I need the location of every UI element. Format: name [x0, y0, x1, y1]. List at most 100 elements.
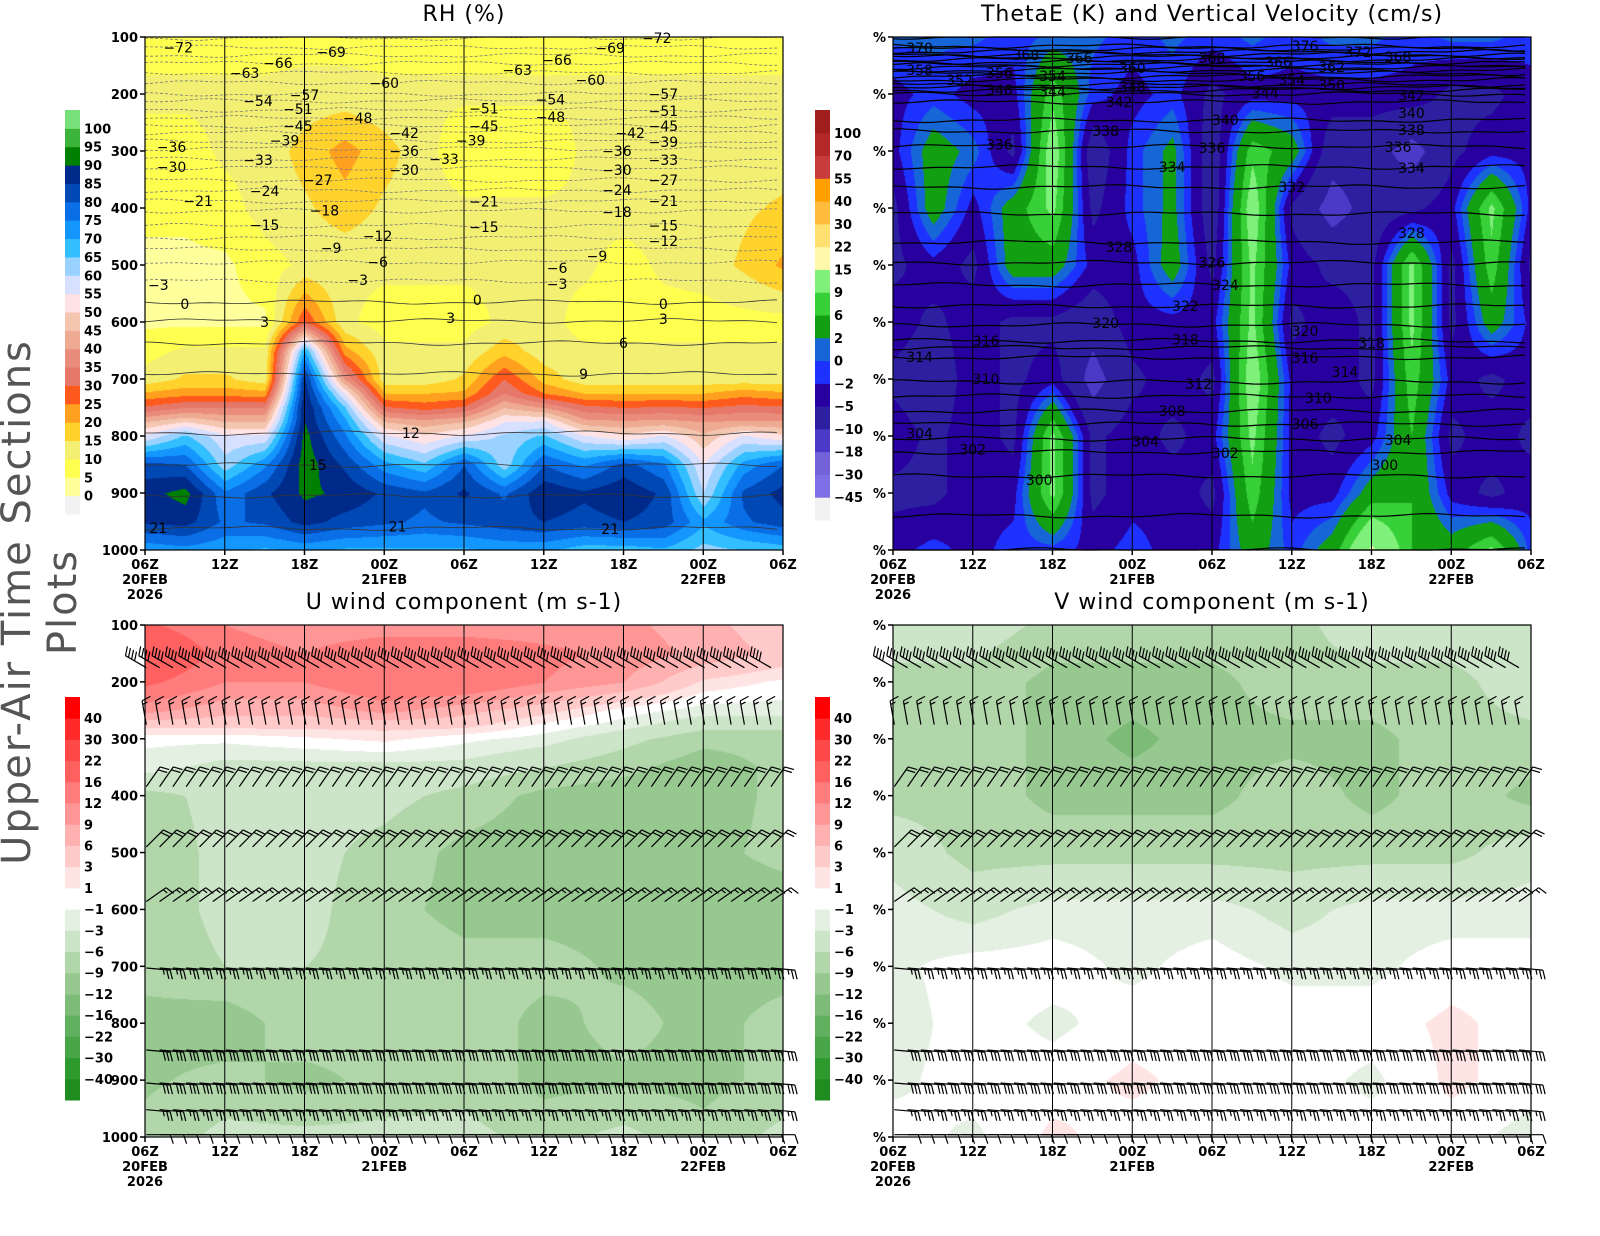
v-wind-title: V wind component (m s-1) — [1054, 590, 1370, 615]
colorbar-swatch — [815, 1036, 830, 1059]
y-tick-label: % — [873, 430, 886, 445]
colorbar-label: −16 — [84, 1009, 113, 1024]
x-date-label: 22FEB — [1428, 1160, 1474, 1175]
x-tick-label: 00Z — [1118, 558, 1146, 573]
u-wind-title: U wind component (m s-1) — [305, 590, 623, 615]
colorbar-swatch — [815, 155, 830, 179]
x-tick-label: 00Z — [1118, 1145, 1146, 1160]
y-tick-label: % — [873, 619, 886, 634]
x-date-label: 21FEB — [361, 1160, 407, 1175]
x-tick-label: 06Z — [131, 558, 159, 573]
colorbar-label: 3 — [834, 861, 843, 876]
colorbar-swatch — [815, 246, 830, 270]
x-date-label: 21FEB — [1109, 573, 1155, 588]
colorbar-label: 60 — [84, 269, 102, 284]
colorbar-swatch — [815, 451, 830, 475]
colorbar-label: −6 — [834, 946, 854, 961]
colorbar-swatch — [815, 1015, 830, 1037]
colorbar-swatch — [65, 1036, 80, 1059]
colorbar-label: 45 — [84, 324, 102, 339]
colorbar-swatch — [815, 697, 830, 719]
colorbar-label: 12 — [834, 797, 852, 812]
x-date-label: 20FEB — [122, 1160, 168, 1175]
colorbar-label: 80 — [84, 196, 102, 211]
colorbar-label: −5 — [834, 400, 854, 415]
colorbar-swatch — [65, 972, 80, 995]
colorbar-label: −16 — [834, 1009, 863, 1024]
colorbar-label: 6 — [834, 309, 843, 324]
colorbar-label: 0 — [84, 490, 93, 505]
colorbar-swatch — [65, 909, 80, 931]
colorbar-label: −40 — [84, 1073, 113, 1088]
x-tick-label: 06Z — [1517, 1145, 1545, 1160]
colorbar-label: −40 — [834, 1073, 863, 1088]
y-tick-label: % — [873, 31, 886, 46]
y-tick-label: % — [873, 790, 886, 805]
y-tick-label: % — [873, 544, 886, 559]
x-date-label: 22FEB — [680, 1160, 726, 1175]
colorbar-label: −22 — [84, 1030, 113, 1045]
x-tick-label: 00Z — [1437, 558, 1465, 573]
x-tick-label: 06Z — [1198, 1145, 1226, 1160]
x-year-label: 2026 — [127, 588, 163, 603]
y-tick-label: 500 — [111, 259, 138, 274]
y-tick-label: 200 — [111, 676, 138, 691]
colorbar-swatch — [815, 428, 830, 453]
colorbar-swatch — [65, 348, 80, 368]
colorbar-swatch — [65, 1057, 80, 1080]
colorbar-swatch — [65, 866, 80, 889]
colorbar-swatch — [815, 718, 830, 740]
colorbar-swatch — [65, 146, 80, 166]
colorbar-swatch — [65, 824, 80, 846]
x-tick-label: 12Z — [211, 1145, 239, 1160]
x-tick-label: 06Z — [879, 1145, 907, 1160]
x-tick-label: 06Z — [1517, 558, 1545, 573]
y-tick-label: 300 — [111, 733, 138, 748]
colorbar-label: 20 — [84, 416, 102, 431]
colorbar-swatch — [65, 422, 80, 442]
colorbar-label: 3 — [84, 861, 93, 876]
v-filled-contours — [893, 625, 1531, 1137]
y-tick-label: 100 — [111, 31, 138, 46]
colorbar-label: 16 — [84, 776, 102, 791]
x-tick-label: 12Z — [1278, 558, 1306, 573]
colorbar-label: 10 — [84, 453, 102, 468]
colorbar-label: 30 — [834, 733, 852, 748]
colorbar-swatch — [65, 845, 80, 868]
rh-title: RH (%) — [422, 2, 506, 27]
colorbar-label: 15 — [834, 263, 852, 278]
x-date-label: 21FEB — [361, 573, 407, 588]
colorbar-swatch — [815, 292, 830, 316]
colorbar-swatch — [65, 803, 80, 825]
y-tick-label: % — [873, 316, 886, 331]
colorbar-swatch — [815, 178, 830, 202]
x-tick-label: 12Z — [1278, 1145, 1306, 1160]
colorbar-label: −1 — [84, 903, 104, 918]
colorbar-swatch — [65, 312, 80, 331]
colorbar-label: 2 — [834, 332, 843, 347]
colorbar-label: 50 — [84, 306, 102, 321]
y-tick-label: 700 — [111, 373, 138, 388]
y-tick-label: 600 — [111, 316, 138, 331]
colorbar-swatch — [65, 781, 80, 804]
colorbar-label: 100 — [834, 127, 861, 142]
colorbar-swatch — [815, 406, 830, 430]
x-tick-label: 18Z — [1358, 558, 1386, 573]
x-tick-label: 06Z — [131, 1145, 159, 1160]
colorbar-swatch — [815, 110, 830, 134]
colorbar-swatch — [815, 951, 830, 974]
x-date-label: 22FEB — [680, 573, 726, 588]
colorbar-label: −1 — [834, 903, 854, 918]
colorbar-swatch — [65, 739, 80, 762]
colorbar-swatch — [815, 474, 830, 498]
colorbar-label: 40 — [84, 343, 102, 358]
colorbar-label: 16 — [834, 776, 852, 791]
colorbar-label: 55 — [84, 288, 102, 303]
colorbar-swatch — [815, 909, 830, 931]
colorbar-label: 1 — [834, 882, 843, 897]
y-tick-label: % — [873, 733, 886, 748]
colorbar-swatch — [815, 887, 830, 910]
colorbar-label: −3 — [84, 924, 104, 939]
colorbar-label: 85 — [84, 177, 102, 192]
x-date-label: 20FEB — [122, 573, 168, 588]
